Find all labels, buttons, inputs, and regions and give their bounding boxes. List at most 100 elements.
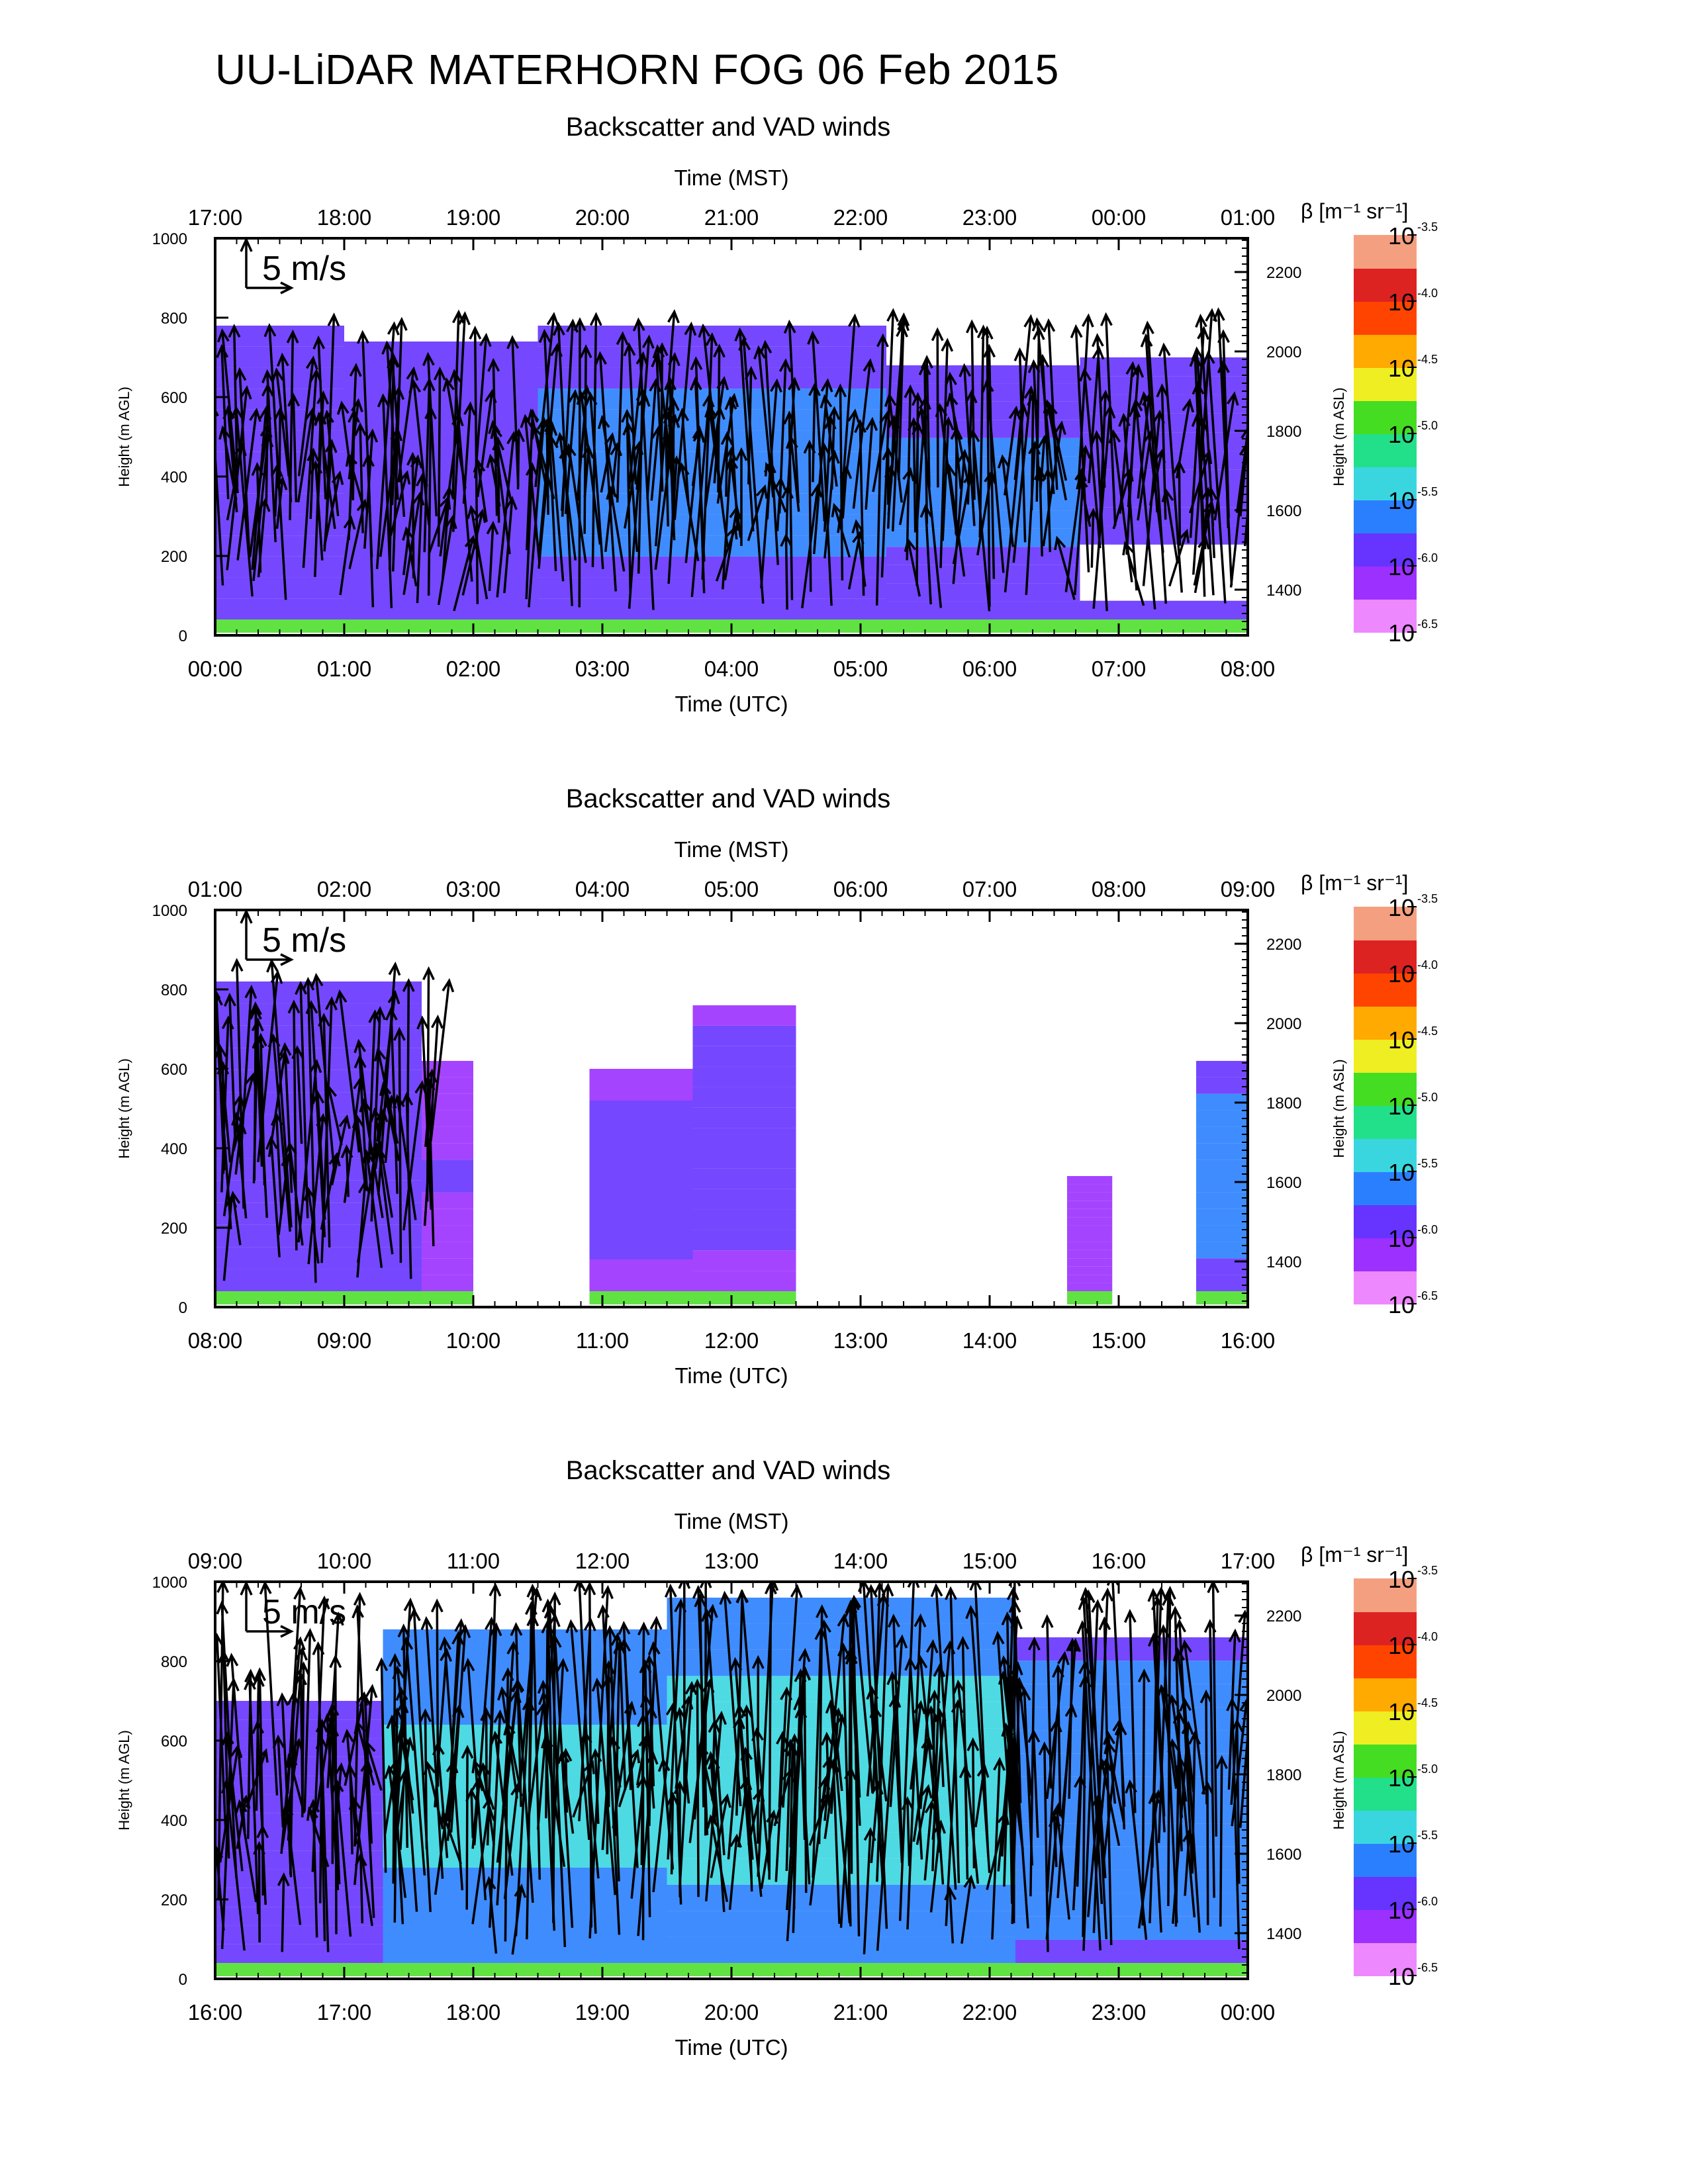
wind-arrow [248,1678,259,1915]
wind-arrow [421,1018,432,1210]
wind-arrow [626,424,639,552]
wind-arrowhead [740,1704,753,1719]
wind-arrowhead [1169,1606,1182,1620]
surface-layer [215,1963,383,1976]
wind-arrow [289,332,295,520]
backscatter-cell [538,473,886,494]
wind-arrow [402,1082,424,1231]
wind-arrowhead [1091,1599,1104,1614]
wind-arrow [385,343,399,500]
wind-arrowhead [306,1806,318,1821]
wind-arrow [929,1707,945,1885]
wind-arrow [898,469,912,525]
wind-arrowhead [293,1586,306,1600]
wind-arrowhead [583,1582,596,1596]
wind-arrowhead [1142,320,1154,335]
wind-arrowhead [925,1639,939,1654]
wind-arrowhead [458,1623,471,1639]
wind-arrowhead [1238,1609,1248,1623]
wind-arrowhead [422,966,435,981]
wind-arrowhead [329,1654,342,1668]
scale-arrow [240,1580,294,1638]
wind-arrowhead [755,484,768,499]
wind-arrow [1236,1721,1241,1884]
wind-arrowhead [623,342,636,357]
backscatter-cell [215,1925,383,1944]
x2-tick-label: 13:00 [704,1549,759,1573]
x2-tick-label: 20:00 [575,205,630,230]
wind-arrow [1032,1731,1039,1838]
wind-arrowhead [353,1592,366,1606]
wind-arrowhead [1033,466,1047,480]
y2-tick-label: 1400 [1266,1253,1301,1271]
wind-arrow [660,344,664,490]
wind-arrowhead [1041,1614,1054,1629]
wind-arrowhead [692,1584,705,1599]
wind-arrowhead [424,1760,436,1776]
backscatter-cell [589,1101,693,1116]
wind-arrowhead [483,1876,496,1891]
x-tick-label: 00:00 [1221,2000,1276,2025]
wind-arrowhead [263,323,277,338]
wind-arrowhead [527,408,539,424]
wind-arrowhead [400,1091,414,1106]
wind-arrow [331,1704,341,1885]
wind-arrowhead [964,389,978,404]
wind-arrow [416,475,424,604]
wind-arrowhead [935,402,948,418]
backscatter-cell [1067,1266,1113,1275]
wind-arrowhead [244,1668,257,1683]
wind-arrowhead [657,1757,671,1772]
wind-arrowhead [258,498,271,512]
wind-arrowhead [1241,426,1248,439]
wind-arrowhead [793,1696,806,1711]
backscatter-cell [1196,1208,1248,1226]
wind-arrowhead [295,1671,308,1686]
wind-arrow [648,1657,655,1787]
wind-arrowhead [216,328,230,343]
wind-arrowhead [904,384,917,398]
wind-arrowhead [873,1582,886,1596]
chart-panel-3: Backscatter and VAD winds Time (MST) 16:00… [116,1456,1438,2060]
x2-tick-label: 04:00 [575,877,630,901]
wind-arrowhead [945,392,959,407]
y-tick-label: 800 [161,1653,187,1671]
colorbar-tick-label: 10 -5.0 [1388,419,1438,448]
wind-arrow [986,381,1005,573]
scale-arrowhead-right [280,953,294,966]
wind-arrow [670,1794,675,1875]
wind-arrowhead [348,1796,361,1811]
wind-arrowhead [1148,1790,1161,1805]
wind-arrow [365,1742,383,1791]
colorbar-segment [1354,907,1417,940]
wind-arrowhead [764,1582,777,1595]
wind-arrowhead [310,972,324,987]
wind-arrow [1146,323,1168,604]
wind-arrow [268,325,287,600]
wind-arrowhead [780,533,793,547]
wind-arrowhead [714,1710,727,1725]
backscatter-cell [886,565,1080,584]
wind-arrow [293,1002,298,1251]
wind-arrow [1206,1783,1209,1925]
backscatter-cell [589,1132,693,1148]
y2-axis-label: Height (m ASL) [1331,1731,1347,1829]
wind-arrowhead [831,502,843,518]
y2-tick-label: 1800 [1266,1095,1301,1113]
y-tick-label: 600 [161,1733,187,1751]
wind-arrow [1029,1639,1036,1897]
wind-arrowhead [965,1604,978,1619]
backscatter-cell [422,1208,473,1226]
scale-arrow [240,236,294,295]
backscatter-cell [215,577,344,599]
wind-arrowhead [1006,1586,1019,1601]
x2-tick-label: 09:00 [188,1549,243,1573]
backscatter-cell [589,1212,693,1228]
wind-arrow [812,385,816,482]
wind-arrowhead [887,1614,900,1628]
wind-arrowhead [458,311,471,326]
wind-arrowhead [1178,528,1190,543]
wind-arrow [1129,1782,1148,1940]
wind-arrow [847,1606,852,1907]
wind-arrow [473,1760,495,1821]
